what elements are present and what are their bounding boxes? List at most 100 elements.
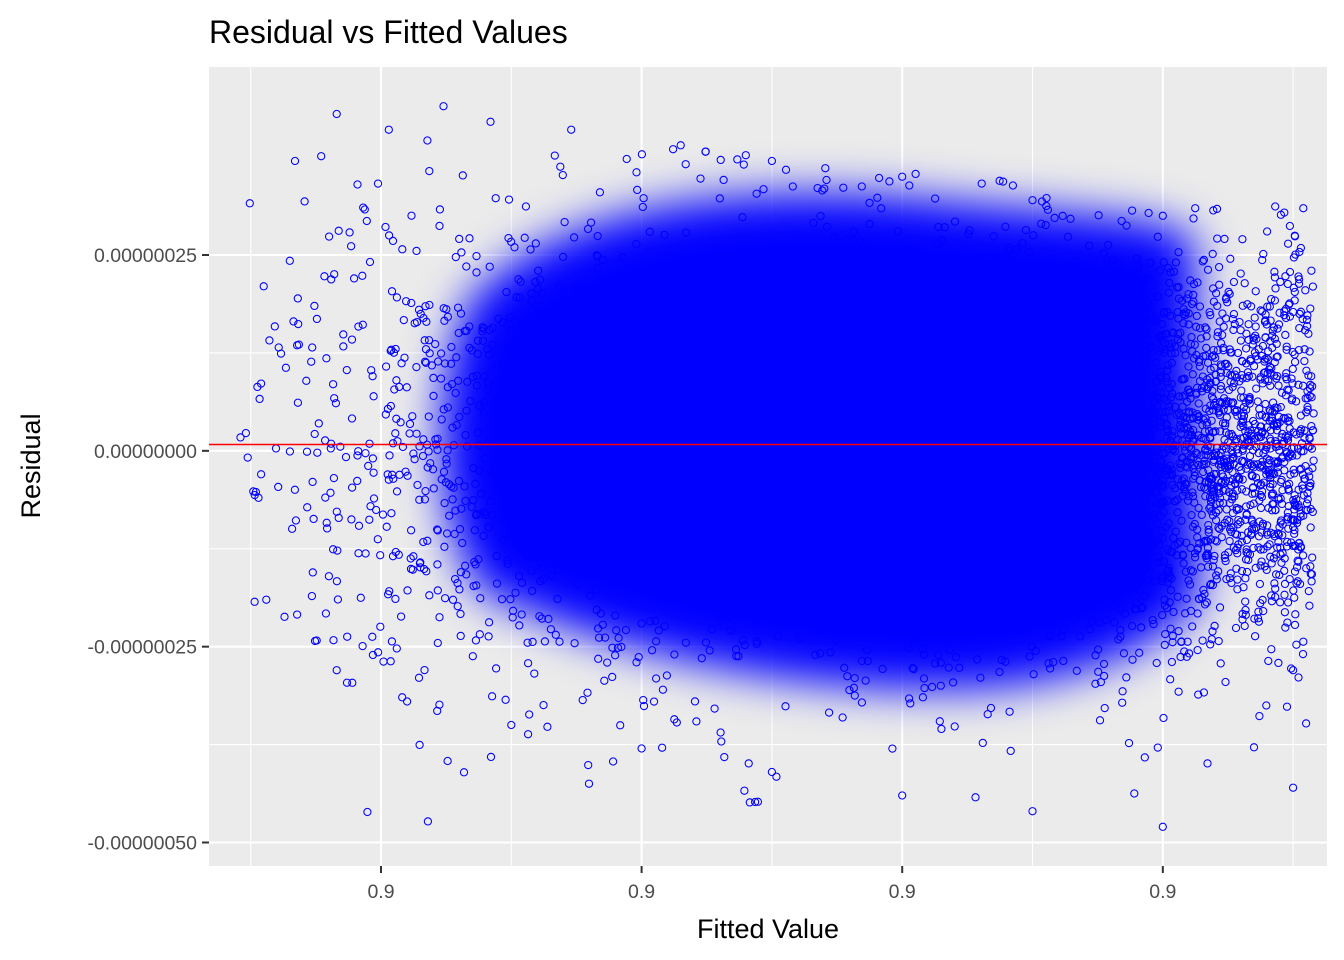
scatter-point <box>963 370 972 379</box>
scatter-point <box>1296 411 1306 420</box>
scatter-point <box>898 305 907 314</box>
scatter-point <box>697 304 706 313</box>
scatter-point <box>354 447 363 456</box>
scatter-point <box>651 437 660 447</box>
scatter-point <box>300 197 309 206</box>
scatter-point <box>1078 555 1087 565</box>
scatter-point <box>1239 583 1248 592</box>
scatter-point <box>1121 482 1131 491</box>
scatter-point <box>765 507 774 516</box>
scatter-point <box>580 359 590 368</box>
scatter-point <box>1006 411 1016 420</box>
scatter-point <box>1037 338 1047 347</box>
scatter-point <box>873 488 883 498</box>
scatter-point <box>1079 586 1088 596</box>
scatter-point <box>1256 545 1265 554</box>
scatter-point <box>654 352 663 362</box>
scatter-point <box>727 536 736 546</box>
scatter-point <box>466 396 475 406</box>
scatter-point <box>1296 243 1306 253</box>
scatter-point <box>913 481 922 490</box>
scatter-point <box>692 348 701 358</box>
scatter-point <box>867 452 876 461</box>
scatter-point <box>722 612 731 622</box>
scatter-point <box>903 458 912 467</box>
scatter-point <box>1010 617 1020 627</box>
scatter-point <box>774 385 783 394</box>
scatter-point <box>964 255 973 264</box>
scatter-point <box>1045 273 1054 282</box>
scatter-point <box>806 453 815 462</box>
scatter-point <box>693 536 702 545</box>
scatter-point <box>539 364 548 374</box>
scatter-point <box>486 752 496 762</box>
scatter-point <box>738 636 748 645</box>
scatter-point <box>551 384 560 393</box>
scatter-point <box>413 480 422 490</box>
scatter-point <box>672 301 681 311</box>
scatter-point <box>779 337 788 346</box>
scatter-point <box>1045 664 1055 673</box>
scatter-point <box>726 579 735 589</box>
scatter-point <box>473 336 483 345</box>
scatter-point <box>1073 511 1083 520</box>
scatter-point <box>1217 477 1226 487</box>
scatter-point <box>600 633 610 642</box>
scatter-point <box>1306 523 1315 532</box>
scatter-point <box>1244 335 1253 345</box>
scatter-point <box>493 402 503 411</box>
scatter-point <box>1252 334 1261 344</box>
scatter-point <box>928 477 937 487</box>
scatter-point <box>750 568 759 578</box>
scatter-point <box>1280 608 1290 617</box>
scatter-point <box>792 370 801 380</box>
scatter-point <box>1294 380 1303 389</box>
scatter-point <box>312 636 321 645</box>
scatter-point <box>706 390 715 400</box>
scatter-point <box>785 396 795 405</box>
scatter-point <box>1049 510 1059 520</box>
scatter-point <box>1055 419 1064 429</box>
scatter-point <box>794 303 804 313</box>
scatter-point <box>598 558 608 568</box>
scatter-point <box>1004 287 1014 296</box>
scatter-point <box>407 298 416 308</box>
scatter-point <box>1251 563 1260 573</box>
scatter-point <box>904 381 914 390</box>
scatter-point <box>899 600 909 610</box>
scatter-point <box>1000 443 1010 452</box>
scatter-point <box>1179 559 1188 568</box>
scatter-point <box>1122 673 1131 682</box>
scatter-point <box>695 402 705 412</box>
scatter-point <box>795 533 804 543</box>
scatter-point <box>908 663 917 673</box>
scatter-point <box>800 387 810 396</box>
scatter-point <box>1244 320 1253 329</box>
scatter-point <box>517 544 526 553</box>
scatter-point <box>898 398 907 407</box>
scatter-point <box>1188 370 1197 379</box>
scatter-point <box>1044 364 1054 373</box>
scatter-point <box>692 402 701 411</box>
scatter-point <box>1140 592 1149 601</box>
scatter-point <box>453 602 462 611</box>
scatter-point <box>397 359 406 368</box>
scatter-point <box>950 594 960 603</box>
scatter-point <box>504 195 514 204</box>
scatter-point <box>1136 546 1146 556</box>
scatter-point <box>564 548 574 557</box>
scatter-point <box>339 342 348 351</box>
scatter-point <box>429 373 438 383</box>
scatter-point <box>974 459 984 468</box>
scatter-point <box>952 325 962 334</box>
scatter-point <box>1179 309 1188 319</box>
scatter-point <box>1286 470 1295 479</box>
scatter-point <box>833 623 842 633</box>
scatter-point <box>1244 371 1253 381</box>
scatter-point <box>733 155 742 164</box>
scatter-point <box>501 366 510 375</box>
scatter-point <box>629 320 639 329</box>
scatter-point <box>1198 636 1207 645</box>
scatter-point <box>1062 379 1072 388</box>
scatter-point <box>1093 470 1102 479</box>
